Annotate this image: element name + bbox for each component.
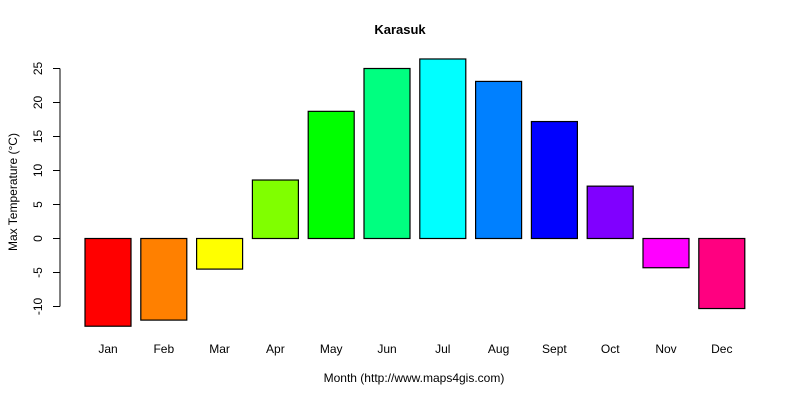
y-tick-label: 10 xyxy=(31,164,45,178)
bar-apr xyxy=(251,179,299,240)
x-tick-label: Apr xyxy=(266,342,285,356)
x-tick-label: Dec xyxy=(711,342,732,356)
x-tick-label: Jan xyxy=(98,342,117,356)
x-tick-label: Oct xyxy=(601,342,620,356)
bar-feb xyxy=(140,237,188,321)
bar-mar xyxy=(196,237,244,270)
bar-jun xyxy=(363,67,411,240)
bar-dec xyxy=(698,237,746,310)
x-tick-label: Feb xyxy=(153,342,174,356)
y-tick-label: -10 xyxy=(31,298,45,316)
x-axis-label: Month (http://www.maps4gis.com) xyxy=(323,371,505,385)
y-tick-label: -5 xyxy=(31,267,45,278)
y-tick-label: 20 xyxy=(31,96,45,110)
x-tick-label: Jun xyxy=(377,342,396,356)
bar-may xyxy=(307,110,355,240)
x-tick-label: Jul xyxy=(435,342,450,356)
x-tick-label: Sept xyxy=(542,342,567,356)
y-tick-label: 25 xyxy=(31,62,45,76)
x-tick-label: Nov xyxy=(655,342,676,356)
y-tick-label: 15 xyxy=(31,130,45,144)
bar-nov xyxy=(642,237,690,269)
bar-jan xyxy=(84,237,132,327)
bar-oct xyxy=(586,185,634,240)
chart-title: Karasuk xyxy=(374,22,426,37)
y-tick-label: 5 xyxy=(31,201,45,208)
x-tick-label: Mar xyxy=(209,342,230,356)
x-tick-label: May xyxy=(320,342,343,356)
bar-jul xyxy=(419,58,467,240)
y-tick-label: 0 xyxy=(31,235,45,242)
bar-sept xyxy=(530,120,579,240)
bar-aug xyxy=(475,80,523,240)
x-tick-label: Aug xyxy=(488,342,509,356)
